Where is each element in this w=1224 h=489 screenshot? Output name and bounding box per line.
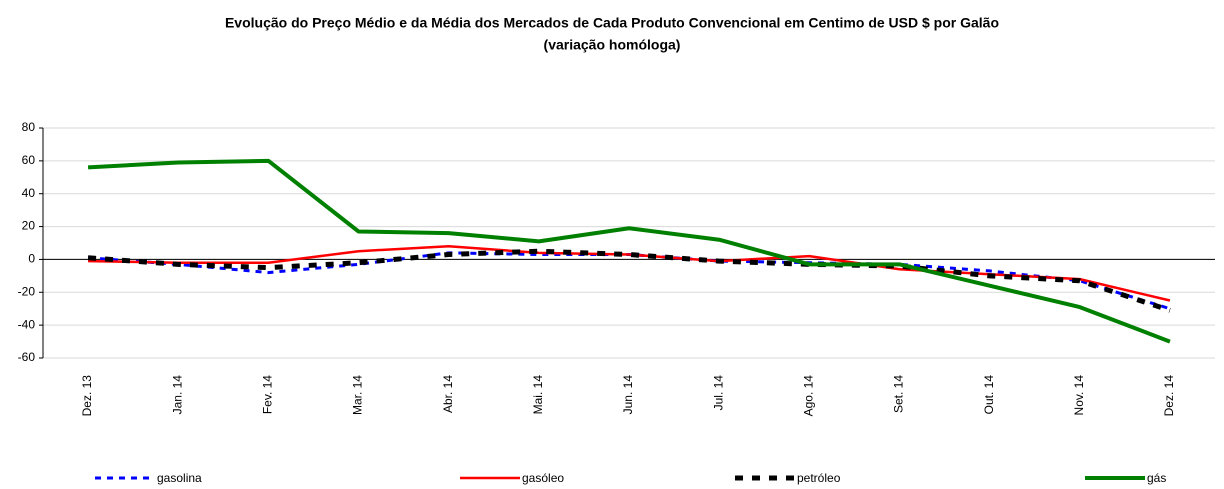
chart-title: Evolução do Preço Médio e da Média dos M…	[225, 15, 999, 31]
y-tick-label: 0	[28, 252, 35, 266]
series-line	[87, 251, 1171, 311]
y-tick-label: 80	[22, 120, 36, 134]
chart-subtitle: (variação homóloga)	[544, 37, 681, 53]
x-tick-label: Nov. 14	[1072, 375, 1086, 416]
legend-label: gasolina	[157, 471, 202, 485]
x-tick-label: Set. 14	[892, 375, 906, 413]
legend-label: petróleo	[797, 471, 841, 485]
y-tick-label: 60	[22, 153, 36, 167]
x-tick-label: Fev. 14	[261, 375, 275, 414]
series-line	[87, 248, 1171, 313]
y-tick-label: 20	[22, 219, 36, 233]
x-tick-label: Ago. 14	[801, 375, 815, 417]
x-tick-label: Jun. 14	[621, 375, 635, 415]
x-tick-label: Abr. 14	[441, 375, 455, 413]
legend-label: gasóleo	[522, 471, 564, 485]
y-tick-label: 40	[22, 186, 36, 200]
x-tick-label: Jul. 14	[711, 375, 725, 411]
x-tick-label: Dez. 14	[1162, 375, 1176, 417]
y-tick-label: -60	[18, 350, 36, 364]
y-tick-label: -20	[18, 284, 36, 298]
x-tick-label: Mar. 14	[351, 375, 365, 415]
y-tick-label: -40	[18, 317, 36, 331]
x-tick-label: Out. 14	[982, 375, 996, 415]
x-tick-label: Dez. 13	[80, 375, 94, 417]
x-tick-label: Jan. 14	[170, 375, 184, 415]
x-tick-label: Mai. 14	[531, 375, 545, 415]
legend-label: gás	[1147, 471, 1166, 485]
series-line	[87, 158, 1171, 344]
